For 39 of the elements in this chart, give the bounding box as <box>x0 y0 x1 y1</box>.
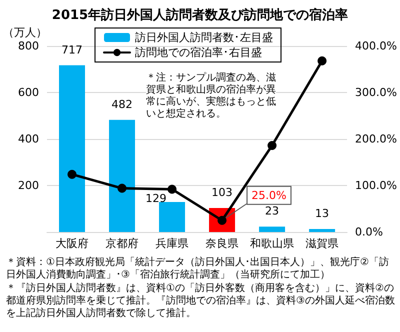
legend-label: 訪日外国人訪問者数･左目盛 <box>135 31 273 44</box>
x-tick-label: 和歌山県 <box>250 237 294 250</box>
y-tick-label: 600 <box>18 86 39 99</box>
x-tick-label: 大阪府 <box>56 237 89 250</box>
y-tick-label: 400 <box>18 132 39 146</box>
y2-tick-label: 0.0% <box>355 226 384 238</box>
data-label: 13 <box>315 206 330 220</box>
data-label: 25.0% <box>252 188 286 202</box>
data-label: 23 <box>265 204 280 218</box>
bar <box>159 202 186 232</box>
y-tick-label: 800 <box>18 40 39 52</box>
chart-title: 2015年訪日外国人訪問者数及び訪問地での宿泊率 <box>52 7 348 23</box>
point <box>168 184 177 194</box>
point <box>318 56 327 66</box>
x-tick-label: 滋賀県 <box>306 237 339 250</box>
data-label: 482 <box>112 98 133 111</box>
text: ＊資料：①日本政府観光局「統計データ（訪日外国人･出国日本人）」、観光庁②「訪日外国人消費動向調査」･③「宿泊旅行統計調査」（当研究所にて加工） <box>6 256 389 280</box>
data-label: 103 <box>212 186 233 200</box>
point <box>268 141 277 150</box>
x-tick-label: 京都府 <box>106 237 139 250</box>
y2-tick-label: 100.0% <box>355 179 398 192</box>
y2-tick-label: 400.0% <box>355 40 398 52</box>
bar <box>109 120 136 232</box>
legend-label: 訪問地での宿泊率･右目盛 <box>135 46 262 59</box>
x-tick-label: 奈良県 <box>206 237 239 250</box>
y2-tick-label: 300.0% <box>355 86 398 99</box>
point <box>68 170 77 179</box>
point <box>118 184 127 193</box>
bar <box>59 65 86 232</box>
bar <box>309 228 336 232</box>
y-tick-label: 200 <box>18 179 39 192</box>
y-axis-title: （万人） <box>3 26 47 39</box>
x-tick-label: 兵庫県 <box>156 237 189 250</box>
y2-tick-label: 200.0% <box>355 132 398 146</box>
bar <box>259 226 286 232</box>
text: ＊『訪日外国人訪問者数』は、資料①の「訪日外客数（商用客を含む）」に、資料②の都道府県別訪問率を乗じて推計。『訪問地での宿泊率』は、資料③の外国人延べ宿泊数を上記訪日外国人訪問者数で除して推計。 <box>6 282 395 319</box>
annotation: ＊注：サンプル調査の為、滋賀県と和歌山県の宿泊率が異常に高いが、実態はもっと低いと想定される。 <box>146 72 276 120</box>
data-label: 717 <box>62 43 83 56</box>
data-label: 129 <box>146 192 167 206</box>
